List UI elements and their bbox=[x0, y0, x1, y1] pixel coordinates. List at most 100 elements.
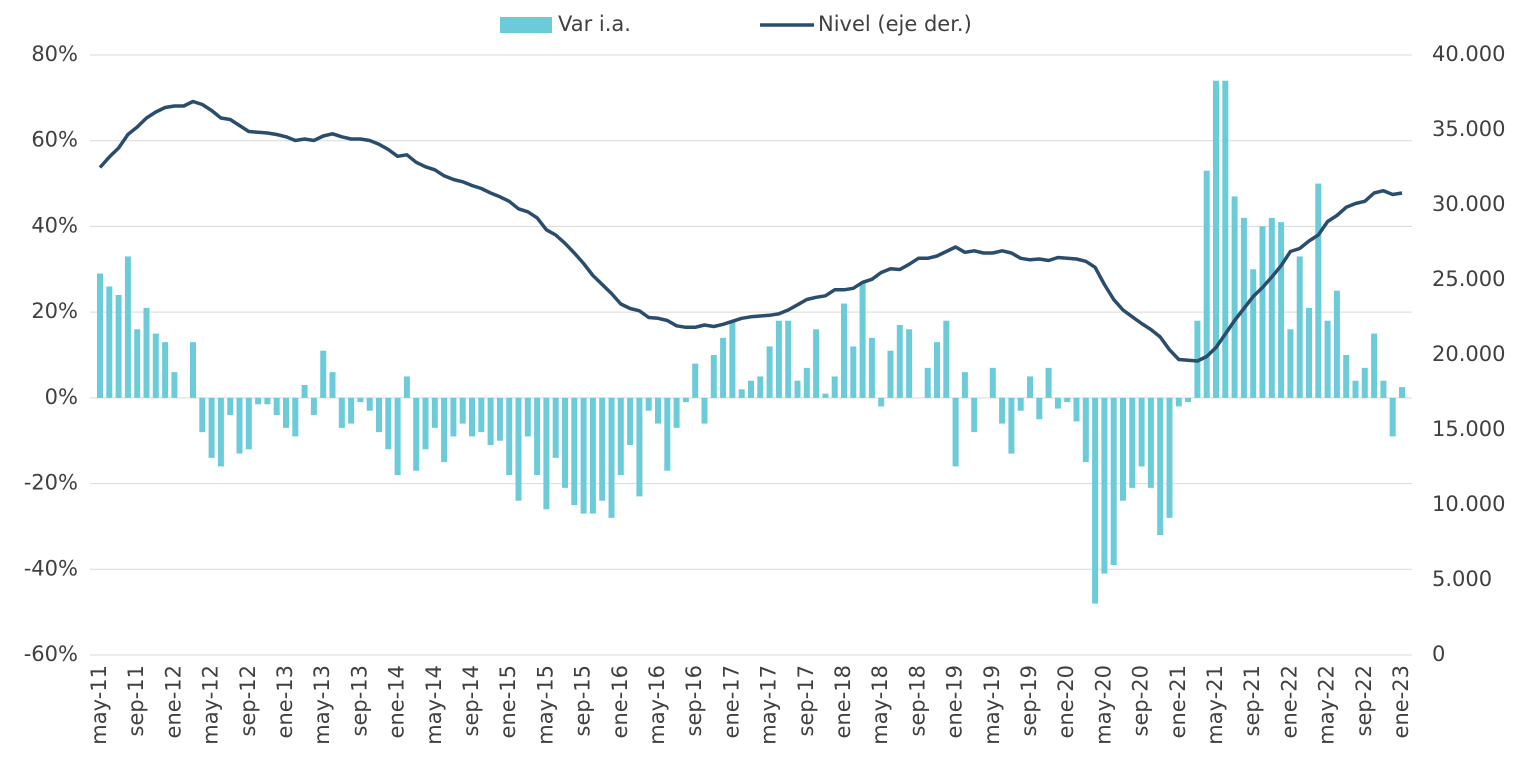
bar bbox=[1315, 183, 1322, 398]
bar bbox=[413, 397, 420, 471]
bar bbox=[766, 346, 773, 398]
bar bbox=[171, 372, 178, 398]
bar bbox=[813, 329, 820, 398]
bar bbox=[115, 295, 122, 398]
line bbox=[98, 99, 1403, 363]
legend-label: Var i.a. bbox=[558, 12, 631, 36]
bar bbox=[896, 325, 903, 398]
x-tick-label: sep-17 bbox=[794, 665, 818, 737]
bar bbox=[1231, 196, 1238, 398]
bar bbox=[1175, 397, 1182, 407]
bar bbox=[1278, 222, 1285, 398]
x-tick-label: sep-22 bbox=[1352, 665, 1376, 737]
bar bbox=[701, 397, 708, 424]
bar bbox=[692, 363, 699, 398]
bar bbox=[1306, 307, 1312, 398]
x-tick-label: sep-18 bbox=[905, 665, 929, 737]
x-tick-label: ene-16 bbox=[608, 665, 632, 738]
x-tick-label: ene-15 bbox=[496, 665, 520, 738]
bar bbox=[422, 397, 429, 450]
bar bbox=[394, 397, 401, 475]
x-tick-label: ene-14 bbox=[385, 665, 409, 738]
bar bbox=[738, 389, 745, 398]
x-tick-label: may-16 bbox=[645, 665, 669, 745]
bar bbox=[1157, 397, 1164, 535]
x-tick-label: may-12 bbox=[199, 665, 223, 745]
bar bbox=[943, 320, 950, 398]
bar bbox=[1361, 367, 1368, 398]
x-tick-label: ene-19 bbox=[943, 665, 967, 738]
bar bbox=[134, 329, 141, 398]
bar bbox=[320, 350, 327, 398]
bar bbox=[1203, 170, 1210, 398]
y2-tick-label: 35.000 bbox=[1432, 117, 1505, 141]
bar bbox=[1185, 397, 1192, 403]
bar bbox=[1027, 376, 1033, 398]
x-tick-label: ene-13 bbox=[273, 665, 297, 738]
legend-label: Nivel (eje der.) bbox=[818, 12, 972, 36]
bar bbox=[655, 397, 661, 424]
x-tick-label: may-17 bbox=[757, 665, 781, 745]
bar bbox=[571, 397, 578, 505]
bar bbox=[441, 397, 448, 463]
bar bbox=[292, 397, 299, 437]
y2-tick-label: 25.000 bbox=[1432, 267, 1505, 291]
y-tick-label: 80% bbox=[31, 42, 78, 66]
bar bbox=[803, 367, 810, 398]
x-tick-label: sep-20 bbox=[1129, 665, 1153, 737]
bar bbox=[236, 397, 243, 454]
y2-tick-label: 40.000 bbox=[1432, 42, 1505, 66]
bar bbox=[385, 397, 392, 450]
bar bbox=[673, 397, 680, 428]
bar bbox=[1389, 397, 1396, 437]
x-tick-label: may-14 bbox=[422, 665, 446, 745]
bar bbox=[552, 397, 559, 458]
bar bbox=[757, 376, 764, 398]
bar bbox=[1380, 380, 1387, 398]
bar bbox=[124, 256, 131, 398]
bar bbox=[1371, 333, 1378, 398]
bar bbox=[859, 282, 866, 398]
x-tick-label: sep-15 bbox=[571, 665, 595, 737]
bar bbox=[971, 397, 978, 433]
bar bbox=[1343, 355, 1350, 398]
bar bbox=[199, 397, 206, 433]
x-tick-label: ene-22 bbox=[1277, 665, 1301, 738]
x-tick-label: may-13 bbox=[310, 665, 334, 745]
x-tick-label: sep-12 bbox=[236, 665, 260, 737]
bar bbox=[1352, 380, 1359, 398]
bar bbox=[162, 342, 169, 398]
bar bbox=[227, 397, 234, 415]
bar bbox=[729, 320, 736, 398]
bar bbox=[190, 342, 196, 398]
y2-tick-label: 10.000 bbox=[1432, 492, 1505, 516]
bar bbox=[506, 397, 513, 475]
x-tick-label: may-21 bbox=[1203, 665, 1227, 745]
bar bbox=[1324, 320, 1331, 398]
bar bbox=[599, 397, 606, 501]
bar bbox=[1129, 397, 1136, 488]
bar bbox=[1296, 256, 1303, 398]
bar bbox=[934, 342, 940, 398]
x-tick-label: ene-18 bbox=[831, 665, 855, 738]
y-tick-label: -20% bbox=[24, 471, 78, 495]
bar bbox=[376, 397, 382, 433]
bar bbox=[366, 397, 373, 411]
bar bbox=[608, 397, 615, 518]
bar bbox=[338, 397, 345, 428]
bar bbox=[580, 397, 587, 514]
x-tick-label: sep-19 bbox=[1017, 665, 1041, 737]
bar bbox=[1017, 397, 1024, 411]
x-tick-label: may-19 bbox=[980, 665, 1004, 745]
bar bbox=[645, 397, 652, 411]
bar bbox=[450, 397, 457, 437]
bar bbox=[748, 380, 754, 398]
bar bbox=[431, 397, 438, 428]
bar bbox=[255, 397, 262, 405]
x-tick-label: may-22 bbox=[1315, 665, 1339, 745]
bar bbox=[1092, 397, 1099, 604]
bar bbox=[850, 346, 857, 398]
bar bbox=[217, 397, 224, 467]
bar bbox=[636, 397, 643, 497]
